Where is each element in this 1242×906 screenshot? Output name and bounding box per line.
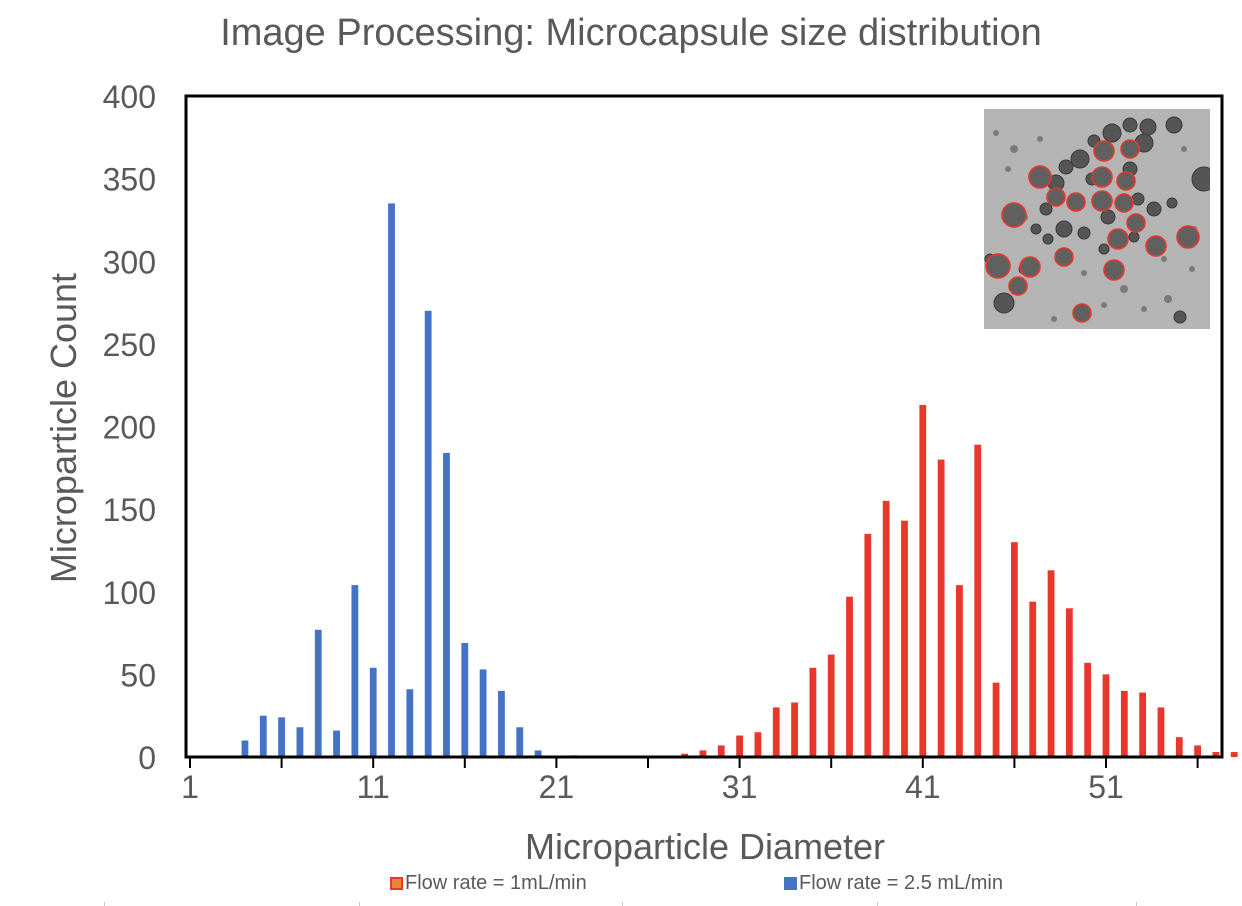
x-tick-label: 51 bbox=[1088, 769, 1124, 805]
bar-series-1 bbox=[1011, 542, 1018, 757]
bar-series-1 bbox=[1084, 662, 1092, 757]
bar-series-1 bbox=[1102, 674, 1110, 758]
x-tick-label: 21 bbox=[539, 769, 575, 805]
x-tick-label: 31 bbox=[722, 769, 758, 805]
bar-series-1 bbox=[919, 405, 927, 757]
bar-series-1 bbox=[937, 459, 945, 757]
bar-series-1 bbox=[681, 753, 689, 757]
bar-series-2 bbox=[516, 727, 524, 757]
bar-series-1 bbox=[1065, 608, 1073, 757]
bar-series-2 bbox=[241, 740, 249, 757]
bar-series-2 bbox=[259, 715, 267, 757]
legend-swatch-series-1 bbox=[390, 877, 403, 890]
y-tick-label: 150 bbox=[103, 492, 156, 528]
y-tick-label: 400 bbox=[103, 79, 156, 115]
page-tick-mark bbox=[359, 902, 360, 906]
legend-label-series-1: Flow rate = 1mL/min bbox=[405, 872, 587, 894]
bar-series-2 bbox=[534, 750, 542, 757]
legend-item-series-1: Flow rate = 1mL/min bbox=[390, 872, 587, 895]
bar-series-1 bbox=[1047, 570, 1055, 757]
bar-series-2 bbox=[443, 452, 450, 757]
bar-series-1 bbox=[864, 533, 872, 757]
y-tick-label: 100 bbox=[103, 575, 156, 611]
bar-series-1 bbox=[754, 732, 762, 757]
bar-series-1 bbox=[846, 596, 853, 757]
bar-series-2 bbox=[296, 727, 304, 757]
bar-series-1 bbox=[772, 707, 780, 757]
bar-series-2 bbox=[278, 717, 285, 757]
y-tick-label: 0 bbox=[138, 740, 156, 776]
legend: Flow rate = 1mL/min Flow rate = 2.5 mL/m… bbox=[0, 872, 1242, 896]
bar-series-1 bbox=[1194, 745, 1201, 757]
bar-series-2 bbox=[333, 730, 340, 757]
bar-series-1 bbox=[956, 585, 963, 757]
bar-series-2 bbox=[406, 689, 414, 757]
bar-series-1 bbox=[974, 444, 982, 757]
x-axis-label: Microparticle Diameter bbox=[524, 826, 886, 867]
page-tick-mark bbox=[104, 902, 105, 906]
x-tick-label: 11 bbox=[357, 769, 390, 805]
bar-series-1 bbox=[791, 702, 798, 757]
bar-series-1 bbox=[699, 750, 707, 757]
bar-series-1 bbox=[882, 500, 890, 757]
y-tick-label: 200 bbox=[103, 410, 156, 446]
bar-series-1 bbox=[1212, 752, 1220, 757]
bar-series-2 bbox=[498, 690, 505, 757]
bar-series-1 bbox=[1157, 707, 1165, 757]
bar-series-1 bbox=[1175, 737, 1183, 757]
bar-series-1 bbox=[1120, 690, 1128, 757]
bar-series-2 bbox=[388, 203, 395, 757]
bar-series-1 bbox=[717, 745, 725, 757]
y-tick-label: 300 bbox=[103, 244, 156, 280]
page-tick-mark bbox=[622, 902, 623, 906]
y-axis-label: Microparticle Count bbox=[43, 272, 84, 584]
bar-series-2 bbox=[369, 667, 377, 757]
legend-swatch-series-2 bbox=[784, 877, 797, 890]
page-tick-mark bbox=[1136, 902, 1137, 906]
bar-series-1 bbox=[1230, 752, 1238, 757]
bar-series-1 bbox=[827, 654, 835, 757]
bar-series-2 bbox=[479, 669, 487, 757]
microcapsule-micrograph-icon bbox=[984, 109, 1210, 329]
bar-series-1 bbox=[901, 520, 908, 757]
bar-series-1 bbox=[992, 682, 1000, 757]
bar-series-1 bbox=[1029, 601, 1037, 757]
legend-label-series-2: Flow rate = 2.5 mL/min bbox=[799, 872, 1003, 894]
x-tick-label: 41 bbox=[905, 769, 941, 805]
bar-series-1 bbox=[809, 667, 817, 757]
bar-series-2 bbox=[461, 642, 469, 757]
bar-series-2 bbox=[424, 310, 432, 757]
y-tick-label: 50 bbox=[120, 657, 156, 693]
bar-series-2 bbox=[314, 629, 322, 757]
bar-series-1 bbox=[1139, 692, 1147, 757]
y-tick-label: 350 bbox=[103, 162, 156, 198]
legend-item-series-2: Flow rate = 2.5 mL/min bbox=[784, 872, 1003, 895]
plot-area-frame bbox=[184, 94, 1224, 759]
x-tick-label: 1 bbox=[181, 769, 199, 805]
bar-series-1 bbox=[736, 735, 743, 757]
page-tick-mark bbox=[877, 902, 878, 906]
bar-series-2 bbox=[351, 585, 359, 757]
micrograph-svg bbox=[984, 109, 1210, 329]
chart-title: Image Processing: Microcapsule size dist… bbox=[220, 12, 1042, 54]
y-tick-label: 250 bbox=[103, 327, 156, 363]
